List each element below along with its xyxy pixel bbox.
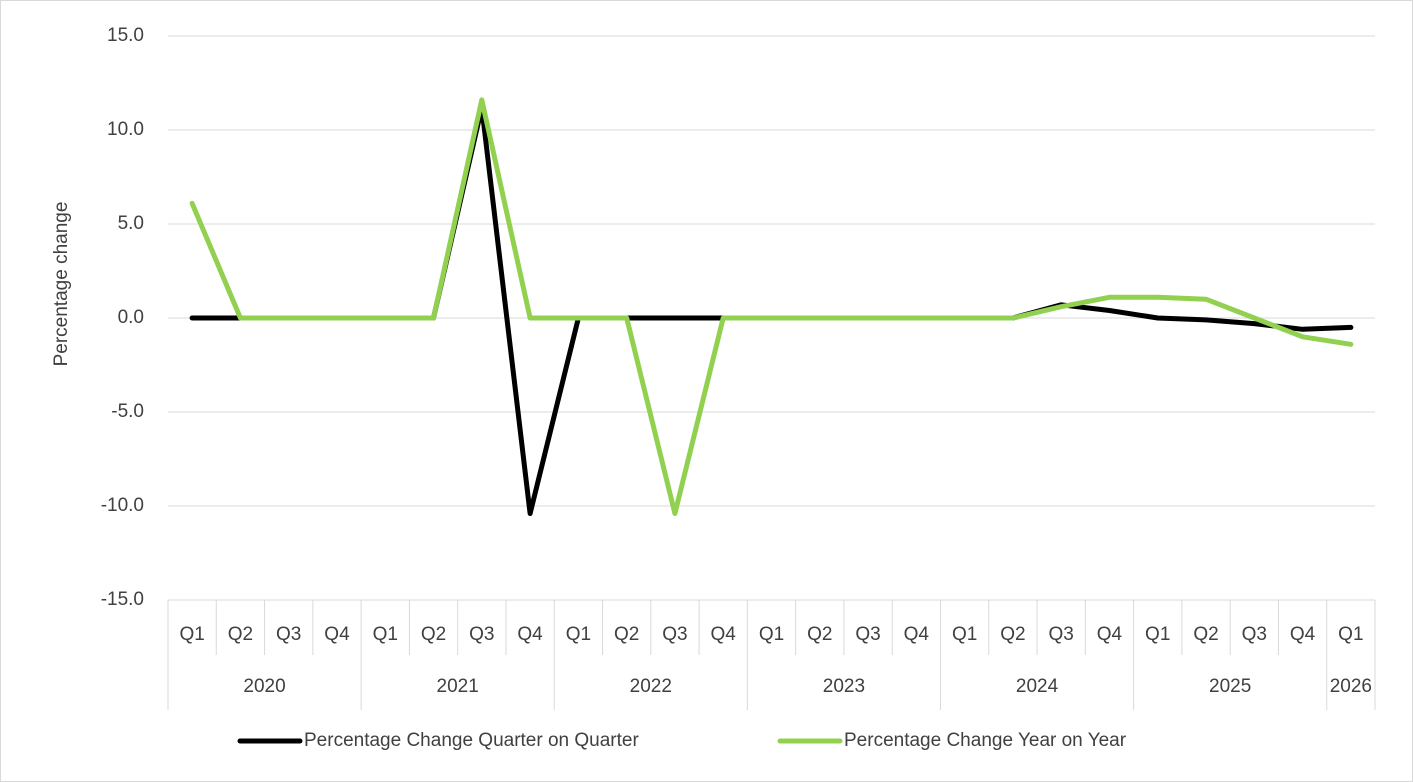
x-tick-label: Q1 (1338, 624, 1363, 645)
legend-label: Percentage Change Year on Year (844, 730, 1127, 751)
x-group-label: 2023 (823, 676, 865, 697)
y-tick-label: 15.0 (107, 25, 144, 46)
x-tick-label: Q3 (1242, 624, 1267, 645)
x-group-label: 2022 (630, 676, 672, 697)
y-tick-label: -5.0 (111, 401, 144, 422)
x-tick-label: Q1 (952, 624, 977, 645)
x-group-label: 2026 (1330, 676, 1372, 697)
x-tick-label: Q1 (1145, 624, 1170, 645)
x-tick-label: Q4 (1097, 624, 1123, 645)
x-tick-label: Q3 (276, 624, 301, 645)
x-tick-label: Q2 (614, 624, 639, 645)
x-tick-label: Q1 (373, 624, 398, 645)
x-group-label: 2024 (1016, 676, 1059, 697)
x-tick-label: Q1 (566, 624, 591, 645)
x-tick-label: Q2 (228, 624, 253, 645)
x-tick-label: Q2 (1000, 624, 1025, 645)
x-tick-label: Q2 (807, 624, 832, 645)
x-group-label: 2021 (437, 676, 479, 697)
x-tick-label: Q1 (179, 624, 204, 645)
y-tick-label: 10.0 (107, 119, 144, 140)
y-tick-label: 0.0 (118, 307, 144, 328)
x-tick-label: Q4 (1290, 624, 1316, 645)
legend-label: Percentage Change Quarter on Quarter (304, 730, 639, 751)
x-group-label: 2025 (1209, 676, 1251, 697)
x-tick-label: Q4 (904, 624, 930, 645)
x-tick-label: Q4 (517, 624, 543, 645)
y-axis-label: Percentage change (51, 202, 72, 367)
y-tick-label: -10.0 (101, 495, 144, 516)
x-tick-label: Q3 (662, 624, 687, 645)
x-tick-label: Q3 (855, 624, 880, 645)
x-group-label: 2020 (243, 676, 285, 697)
x-tick-label: Q2 (421, 624, 446, 645)
y-tick-label: -15.0 (101, 589, 144, 610)
x-tick-label: Q1 (759, 624, 784, 645)
x-tick-label: Q2 (1193, 624, 1218, 645)
series-line (189, 97, 1354, 516)
x-tick-label: Q3 (469, 624, 494, 645)
x-tick-label: Q4 (711, 624, 737, 645)
x-tick-label: Q3 (1049, 624, 1074, 645)
x-tick-label: Q4 (324, 624, 350, 645)
y-tick-label: 5.0 (118, 213, 144, 234)
